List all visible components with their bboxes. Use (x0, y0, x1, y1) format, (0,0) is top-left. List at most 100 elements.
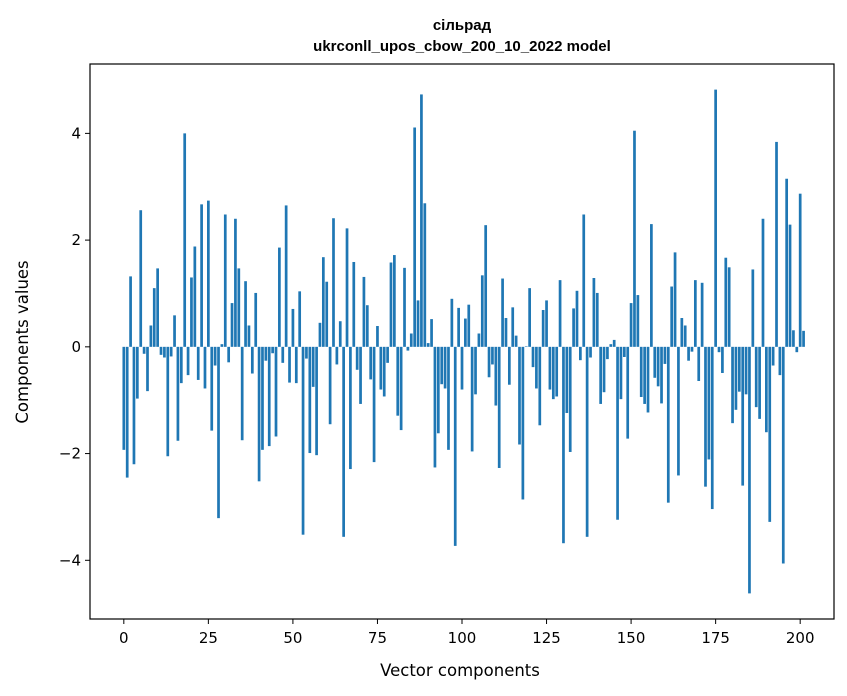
bar-61 (328, 346, 332, 425)
bar-129 (558, 280, 562, 347)
bar-21 (193, 246, 197, 347)
bar-4 (135, 346, 139, 399)
bar-20 (190, 277, 193, 347)
bar-198 (792, 330, 795, 347)
bar-55 (308, 346, 312, 454)
bar-126 (548, 346, 552, 390)
bar-46 (278, 247, 281, 347)
bar-44 (271, 346, 274, 354)
bar-3 (132, 346, 136, 465)
bar-74 (372, 346, 376, 463)
bar-114 (507, 346, 511, 385)
bar-92 (433, 346, 437, 468)
bar-36 (244, 281, 247, 347)
bar-16 (176, 346, 180, 441)
bar-52 (298, 291, 302, 347)
bar-170 (697, 346, 701, 381)
bar-22 (196, 346, 200, 380)
bar-37 (247, 325, 251, 347)
x-axis: 0 25 50 75 100 125 150 175 200 (119, 619, 815, 647)
bar-50 (291, 308, 295, 347)
bar-25 (207, 200, 210, 347)
bar-195 (781, 346, 785, 564)
bar-107 (484, 225, 488, 347)
bar-117 (518, 346, 521, 445)
bar-118 (521, 346, 525, 500)
bar-121 (531, 346, 535, 368)
bar-183 (741, 346, 745, 486)
bar-165 (680, 318, 684, 347)
bar-51 (294, 346, 298, 384)
chart-subtitle: ukrconll_upos_cbow_200_10_2022 model (313, 38, 611, 55)
bar-19 (186, 346, 190, 376)
bar-0 (122, 346, 126, 450)
bar-34 (237, 268, 241, 347)
bar-148 (622, 346, 626, 357)
bar-153 (639, 346, 643, 397)
bar-140 (595, 292, 599, 347)
bar-169 (693, 280, 697, 347)
bar-60 (325, 281, 329, 347)
bar-15 (173, 315, 176, 347)
bar-79 (389, 262, 393, 347)
bar-7 (146, 346, 149, 392)
bar-30 (223, 214, 227, 347)
bar-89 (423, 203, 427, 347)
bar-1 (125, 346, 129, 478)
bar-87 (416, 300, 420, 347)
bar-131 (565, 346, 569, 414)
bar-184 (744, 346, 748, 395)
bar-139 (592, 278, 596, 347)
bar-83 (403, 267, 406, 347)
bar-191 (768, 346, 772, 522)
x-tick-label: 200 (786, 629, 815, 647)
x-tick-label: 0 (119, 629, 129, 647)
x-tick-label: 75 (368, 629, 387, 647)
bar-14 (169, 346, 173, 357)
x-tick-label: 175 (701, 629, 730, 647)
bar-31 (227, 346, 231, 363)
bar-85 (409, 333, 413, 347)
bar-17 (179, 346, 183, 384)
bar-152 (636, 295, 640, 347)
bar-171 (700, 282, 704, 347)
bar-109 (491, 346, 494, 365)
bar-105 (477, 333, 481, 347)
bar-166 (683, 325, 687, 347)
x-tick-label: 25 (199, 629, 218, 647)
bar-175 (714, 89, 717, 347)
bar-149 (626, 346, 630, 439)
bar-66 (345, 228, 349, 347)
bar-115 (511, 307, 515, 347)
bar-42 (264, 346, 268, 361)
bar-179 (727, 267, 731, 347)
bar-110 (494, 346, 498, 406)
bar-43 (267, 346, 271, 447)
bar-27 (213, 346, 217, 366)
bar-23 (200, 204, 203, 347)
bar-158 (656, 346, 660, 387)
bar-5 (139, 210, 143, 347)
bar-101 (464, 318, 467, 347)
x-tick-label: 150 (617, 629, 646, 647)
bar-24 (203, 346, 207, 389)
bar-65 (342, 346, 345, 537)
bar-186 (751, 269, 755, 347)
bar-10 (156, 268, 159, 347)
bar-155 (646, 346, 650, 413)
x-axis-label: Vector components (380, 661, 540, 680)
bar-188 (758, 346, 761, 419)
bar-164 (677, 346, 680, 476)
bar-168 (690, 346, 694, 352)
bar-80 (393, 255, 396, 347)
bar-130 (562, 346, 565, 544)
bar-106 (480, 275, 484, 347)
bar-6 (142, 346, 146, 354)
bar-157 (653, 346, 657, 378)
bar-62 (332, 218, 335, 347)
bar-142 (602, 346, 606, 393)
bar-122 (535, 346, 538, 389)
bar-90 (426, 343, 430, 347)
bar-150 (629, 303, 633, 347)
bar-93 (436, 346, 440, 434)
